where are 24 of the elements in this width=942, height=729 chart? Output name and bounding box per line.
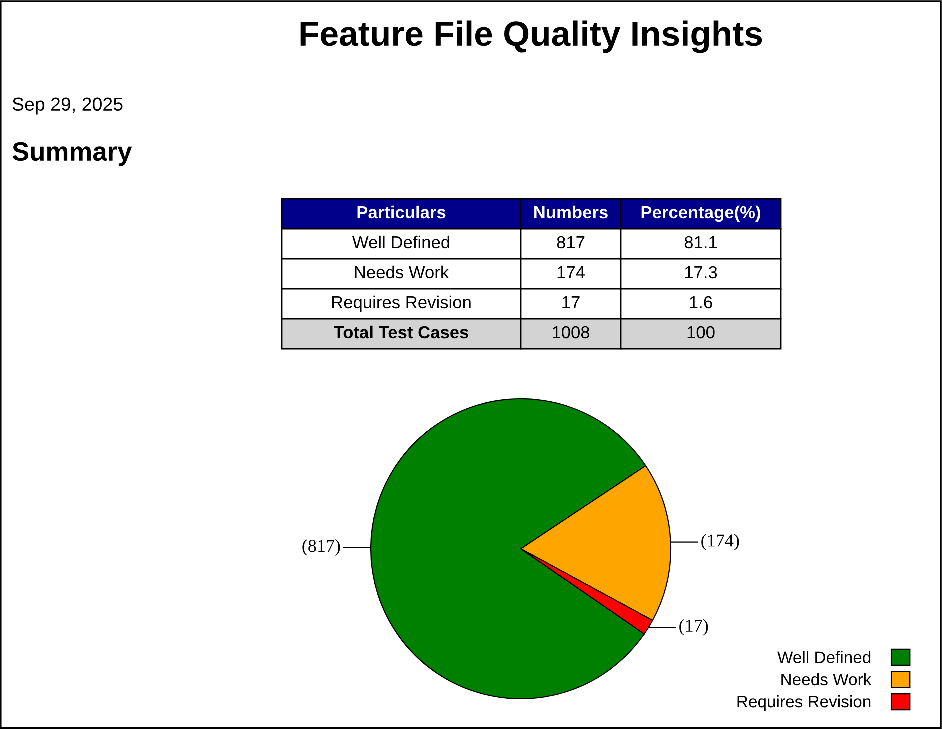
text: Needs Work [355,266,450,279]
text: 17.3 [685,266,718,279]
chart-title: Feature File Quality Insights [300,20,762,54]
text: 100 [688,326,715,339]
text: 817 [557,236,585,249]
legend-label: Needs Work [782,673,872,686]
data-label: (174) [702,534,740,551]
text: Well Defined [352,236,450,249]
legend-label: Well Defined [778,651,871,664]
text: Sep 29, 2025 [12,98,123,115]
text: 1008 [553,326,590,339]
text: Total Test Cases [334,326,468,339]
text: 81.1 [684,236,718,249]
text: 17 [562,296,580,308]
data-label: (817) [302,540,340,556]
legend-label: Requires Revision [738,695,871,711]
text: Summary [12,142,132,166]
text: 174 [558,266,585,278]
text: Particulars [358,206,446,219]
text: 1.6 [690,296,712,309]
text: Numbers [534,206,608,219]
text: Requires Revision [332,296,471,312]
text: Percentage(%) [642,206,760,222]
data-label: (17) [680,619,708,636]
